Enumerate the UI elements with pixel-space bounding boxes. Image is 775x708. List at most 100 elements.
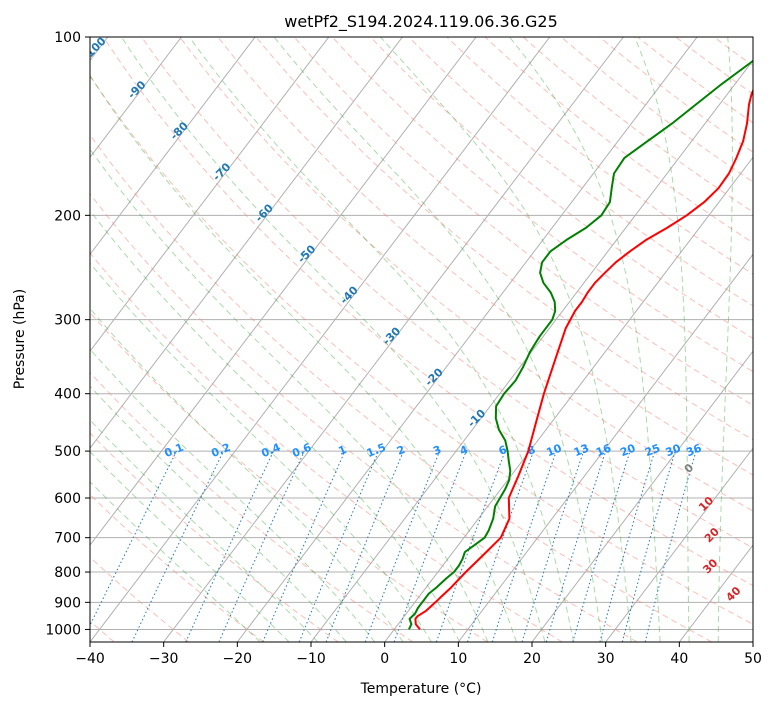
mixing-ratio-line <box>491 450 557 642</box>
dry-adiabat-line <box>141 37 753 549</box>
moist-adiabat-line <box>90 262 432 642</box>
moist-adiabat-line <box>717 37 733 642</box>
mixing-ratio-label: 8 <box>525 443 537 458</box>
moist-adiabat-line <box>634 37 690 642</box>
mixing-ratio-line <box>131 450 224 642</box>
isotherm-line <box>457 253 753 642</box>
y-axis-title: Pressure (hPa) <box>12 289 28 389</box>
moist-adiabat-line <box>121 37 546 642</box>
moist-adiabat-line <box>273 37 603 642</box>
plot-frame <box>89 36 754 643</box>
dry-adiabat-line <box>90 74 753 625</box>
isotherm-line <box>384 156 753 642</box>
dry-adiabat-line <box>103 37 753 587</box>
x-tick-label: −40 <box>75 651 105 667</box>
mixing-ratio-line <box>644 450 697 642</box>
chart-title: wetPf2_S194.2024.119.06.36.G25 <box>284 12 558 32</box>
dry-adiabat-line <box>90 371 414 642</box>
profile-lines <box>407 59 753 631</box>
y-tick-label: 100 <box>54 30 81 46</box>
moist-adiabat-line <box>509 37 661 642</box>
y-tick-label: 1000 <box>45 622 81 638</box>
mixing-ratio-label: 25 <box>643 442 662 460</box>
isotherm-line <box>236 37 698 642</box>
mixing-ratio-line <box>467 450 535 642</box>
y-tick-label: 700 <box>54 531 81 547</box>
y-tick-label: 600 <box>54 491 81 507</box>
y-tick-label: 800 <box>54 565 81 581</box>
mixing-ratio-label: 13 <box>572 442 591 460</box>
x-tick-label: 20 <box>523 651 541 667</box>
isotherm-line <box>605 447 753 642</box>
x-tick-label: 40 <box>670 651 688 667</box>
mixing-ratio-label: 30 <box>664 441 683 459</box>
background-lines <box>90 37 753 642</box>
isotherm-line <box>90 37 551 642</box>
mixing-ratio-label: 2 <box>395 443 407 458</box>
x-axis: −40 −30 −20 −10 0 10 20 30 40 50 <box>75 642 762 667</box>
moist-adiabat-line <box>90 148 489 642</box>
dry-adiabat-line <box>599 37 753 153</box>
moist-adiabat-line <box>90 451 290 642</box>
isotherm-line <box>163 37 624 642</box>
mixing-ratio-line <box>545 450 607 642</box>
moist-adiabat-line <box>90 74 517 642</box>
y-axis: 1000 900 800 700 600 500 400 300 200 100 <box>45 30 90 638</box>
dry-adiabat-line <box>90 252 563 642</box>
dry-adiabat-line <box>560 37 753 183</box>
mixing-ratio-label: 36 <box>684 441 703 459</box>
y-tick-label: 200 <box>54 208 81 224</box>
mixing-ratio-line <box>298 450 380 642</box>
moist-adiabat-line <box>90 419 319 642</box>
y-tick-label: 300 <box>54 313 81 329</box>
mixing-ratio-label: 20 <box>618 441 637 459</box>
isotherm-line <box>90 37 477 546</box>
dry-adiabat-line <box>255 37 753 441</box>
x-tick-label: 50 <box>744 651 762 667</box>
mixing-ratio-label: 1 <box>336 443 348 458</box>
x-tick-label: 0 <box>380 651 389 667</box>
moist-adiabat-line <box>188 37 575 642</box>
isotherm-line <box>531 350 753 642</box>
temperature-profile-line <box>414 88 753 631</box>
isotherm-line <box>90 37 182 159</box>
x-tick-label: −30 <box>149 651 179 667</box>
mixing-ratio-line <box>521 450 585 642</box>
dry-adiabat-line <box>179 37 753 512</box>
dry-adiabat-line <box>90 134 712 642</box>
dry-adiabat-line <box>90 311 488 642</box>
dry-adiabat-line <box>408 37 753 307</box>
mixing-ratio-line <box>218 450 305 642</box>
moist-adiabat-line <box>90 307 404 642</box>
mixing-ratio-line <box>621 450 676 642</box>
isotherm-line <box>90 37 330 353</box>
x-tick-label: 30 <box>597 651 615 667</box>
mixing-ratio-line <box>262 450 346 642</box>
moist-adiabat-line <box>380 37 632 642</box>
dry-adiabat-line <box>332 37 753 373</box>
mixing-ratio-line <box>599 450 656 642</box>
dry-adiabat-line <box>370 37 753 340</box>
dewpoint-profile-line <box>407 59 753 630</box>
isotherm-line <box>90 37 256 256</box>
x-axis-title: Temperature (°C) <box>360 681 482 697</box>
mixing-ratio-line <box>435 450 506 642</box>
x-tick-label: 10 <box>449 651 467 667</box>
y-tick-label: 900 <box>54 595 81 611</box>
moist-adiabat-line <box>90 209 461 642</box>
x-tick-label: −10 <box>296 651 326 667</box>
y-tick-label: 400 <box>54 387 81 403</box>
moist-adiabat-line <box>90 481 261 642</box>
y-tick-label: 500 <box>54 444 81 460</box>
x-tick-label: −20 <box>223 651 253 667</box>
mixing-ratio-label: 3 <box>431 443 443 458</box>
mixing-ratio-line <box>185 450 274 642</box>
isotherm-line <box>90 37 403 449</box>
mixing-ratio-line <box>572 450 631 642</box>
mixing-ratio-label: 10 <box>545 441 564 459</box>
dry-adiabat-line <box>90 193 638 642</box>
moist-adiabat-line <box>90 348 376 642</box>
dry-adiabat-line <box>90 432 339 642</box>
